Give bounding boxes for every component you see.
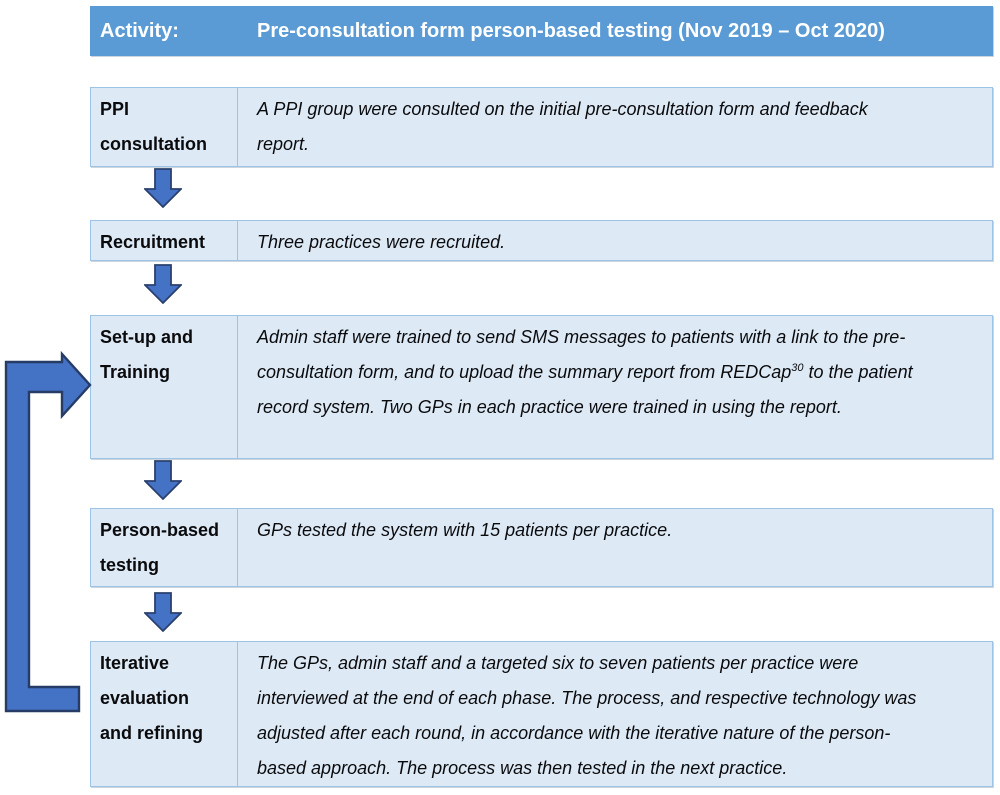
row-description: GPs tested the system with 15 patients p… bbox=[257, 520, 673, 540]
row-setup-and-training: Set-up and Training Admin staff were tra… bbox=[90, 315, 993, 459]
row-label: Iterative evaluation and refining bbox=[91, 642, 238, 786]
row-label: PPI consultation bbox=[91, 88, 238, 166]
description-text-post: to the patient record system. Two GPs in… bbox=[257, 362, 913, 417]
row-description: Three practices were recruited. bbox=[257, 232, 506, 252]
row-iterative-evaluation: Iterative evaluation and refining The GP… bbox=[90, 641, 993, 787]
row-description-cell: GPs tested the system with 15 patients p… bbox=[238, 509, 992, 586]
down-arrow-icon bbox=[144, 168, 182, 208]
row-description: Admin staff were trained to send SMS mes… bbox=[257, 320, 922, 425]
down-arrow-icon bbox=[144, 460, 182, 500]
row-label: Person-based testing bbox=[91, 509, 238, 586]
header-activity-label: Activity: bbox=[100, 19, 179, 42]
row-description-cell: A PPI group were consulted on the initia… bbox=[238, 88, 992, 166]
row-ppi-consultation: PPI consultation A PPI group were consul… bbox=[90, 87, 993, 167]
row-description-cell: Three practices were recruited. bbox=[238, 221, 992, 260]
down-arrow-icon bbox=[144, 264, 182, 304]
header-title: Pre-consultation form person-based testi… bbox=[257, 19, 885, 42]
row-description-cell: The GPs, admin staff and a targeted six … bbox=[238, 642, 992, 786]
row-description: The GPs, admin staff and a targeted six … bbox=[257, 653, 917, 778]
row-recruitment: Recruitment Three practices were recruit… bbox=[90, 220, 993, 261]
feedback-loop-arrow-icon bbox=[2, 350, 94, 716]
row-description-cell: Admin staff were trained to send SMS mes… bbox=[238, 316, 992, 458]
footnote-reference: 30 bbox=[791, 362, 804, 374]
row-description: A PPI group were consulted on the initia… bbox=[257, 99, 868, 154]
row-label: Set-up and Training bbox=[91, 316, 238, 458]
row-person-based-testing: Person-based testing GPs tested the syst… bbox=[90, 508, 993, 587]
header-bar: Activity: Pre-consultation form person-b… bbox=[90, 6, 993, 56]
down-arrow-icon bbox=[144, 592, 182, 632]
description-text-pre: Admin staff were trained to send SMS mes… bbox=[257, 327, 906, 382]
row-label: Recruitment bbox=[91, 221, 238, 260]
